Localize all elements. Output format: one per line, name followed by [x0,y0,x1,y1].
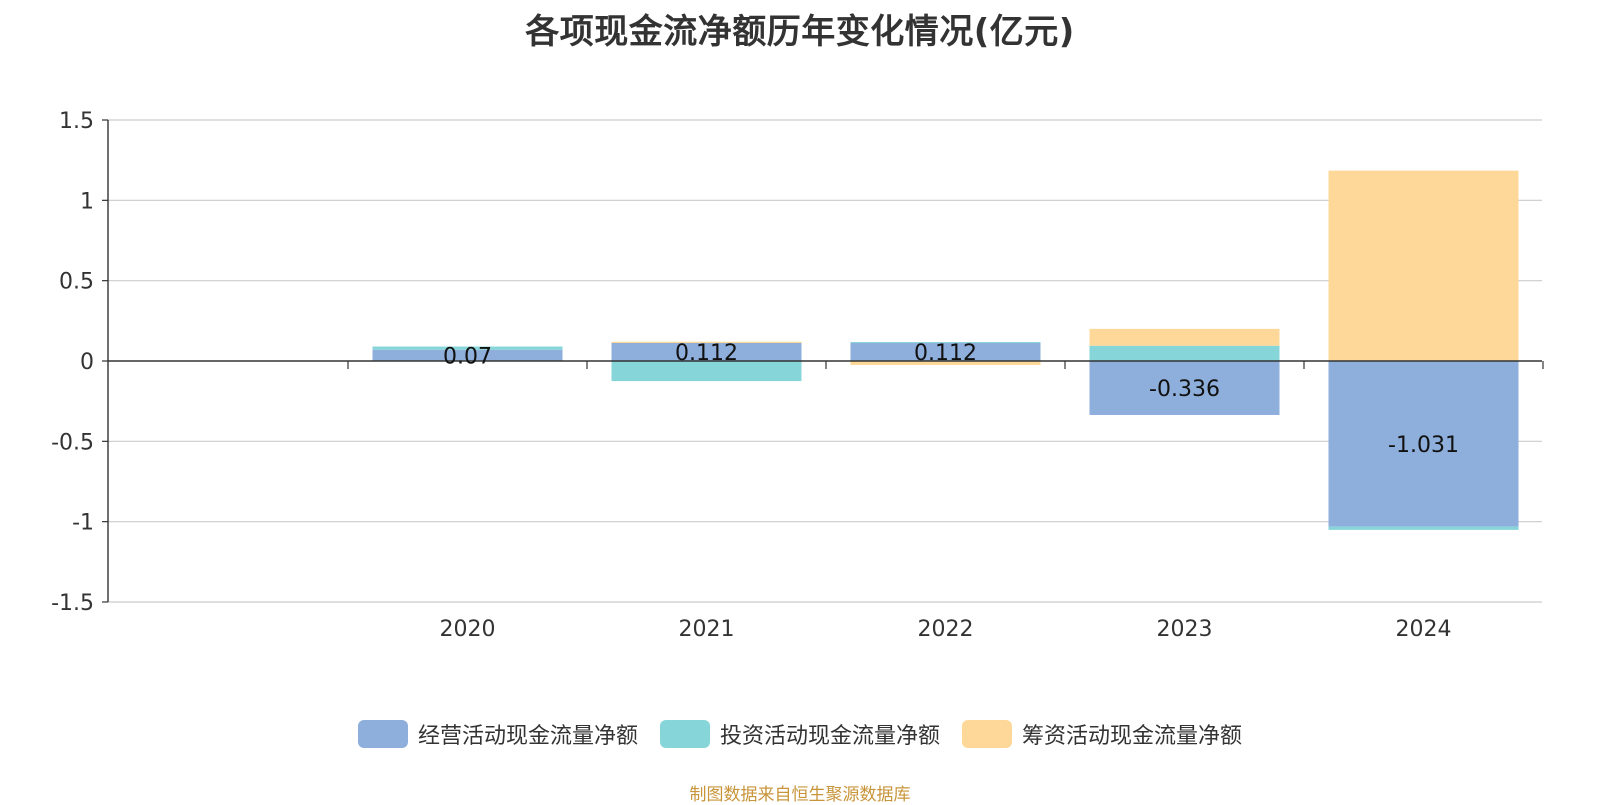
axes: 1.5 1 0.5 0 -0.5 -1 -1.5 2020 2021 2022 2023 2024 [51,109,1544,642]
legend-swatch-financing [962,720,1012,748]
y-tick-label: 1 [80,189,94,214]
bar-2024-series-1 [1328,526,1519,530]
legend-swatch-investing [659,720,710,748]
y-tick-label: -1 [72,511,94,536]
bar-2023-series-0 [1089,361,1280,415]
bars [372,170,1519,530]
bar-2021-series-1 [611,361,802,382]
legend-swatch-operating [357,720,408,748]
bar-2021-series-0 [611,343,802,361]
y-tick-label: -1.5 [51,591,94,616]
legend-item-investing[interactable]: 投资活动现金流量净额 [659,718,940,750]
data-source-note: 制图数据来自恒生聚源数据库 [689,785,911,805]
bar-2024-series-0 [1328,361,1519,527]
bar-2021-series-2 [611,341,802,344]
legend-item-financing[interactable]: 筹资活动现金流量净额 [962,718,1242,750]
bar-2024-series-2 [1328,170,1519,361]
y-tick-label: 0.5 [59,270,94,295]
legend: 经营活动现金流量净额 投资活动现金流量净额 筹资活动现金流量净额 [0,718,1600,750]
grid-lines [108,119,1542,603]
x-tick-label: 2024 [1396,617,1452,642]
bar-2022-series-2 [850,361,1041,366]
bar-2020-series-1 [372,346,563,350]
data-label-2023: -0.336 [1149,377,1220,402]
bar-2020-series-0 [372,349,563,361]
data-label-2024: -1.031 [1388,433,1459,458]
legend-label-operating: 经营活动现金流量净额 [417,724,638,749]
legend-item-operating[interactable]: 经营活动现金流量净额 [357,718,638,750]
y-tick-label: 1.5 [59,109,94,134]
bar-2022-series-0 [850,343,1041,361]
chart-title: 各项现金流净额历年变化情况(亿元) [525,12,1075,52]
x-tick-label: 2022 [918,617,974,642]
x-tick-label: 2021 [679,617,735,642]
bar-2023-series-2 [1089,328,1280,346]
data-labels: 0.07 0.112 0.112 -0.336 -1.031 [443,341,1459,458]
data-label-2020: 0.07 [443,344,492,369]
x-tick-label: 2020 [440,617,496,642]
stacked-bar-chart: 1.5 1 0.5 0 -0.5 -1 -1.5 2020 2021 2022 2023 2024 0… [51,109,1544,642]
x-tick-label: 2023 [1157,617,1213,642]
data-label-2022: 0.112 [914,341,977,366]
y-tick-label: 0 [80,350,94,375]
bar-2022-series-1 [850,342,1041,344]
legend-label-financing: 筹资活动现金流量净额 [1022,724,1243,749]
legend-label-investing: 投资活动现金流量净额 [719,724,940,749]
y-tick-label: -0.5 [51,430,94,455]
data-label-2021: 0.112 [675,341,738,366]
bar-2023-series-1 [1089,345,1280,361]
